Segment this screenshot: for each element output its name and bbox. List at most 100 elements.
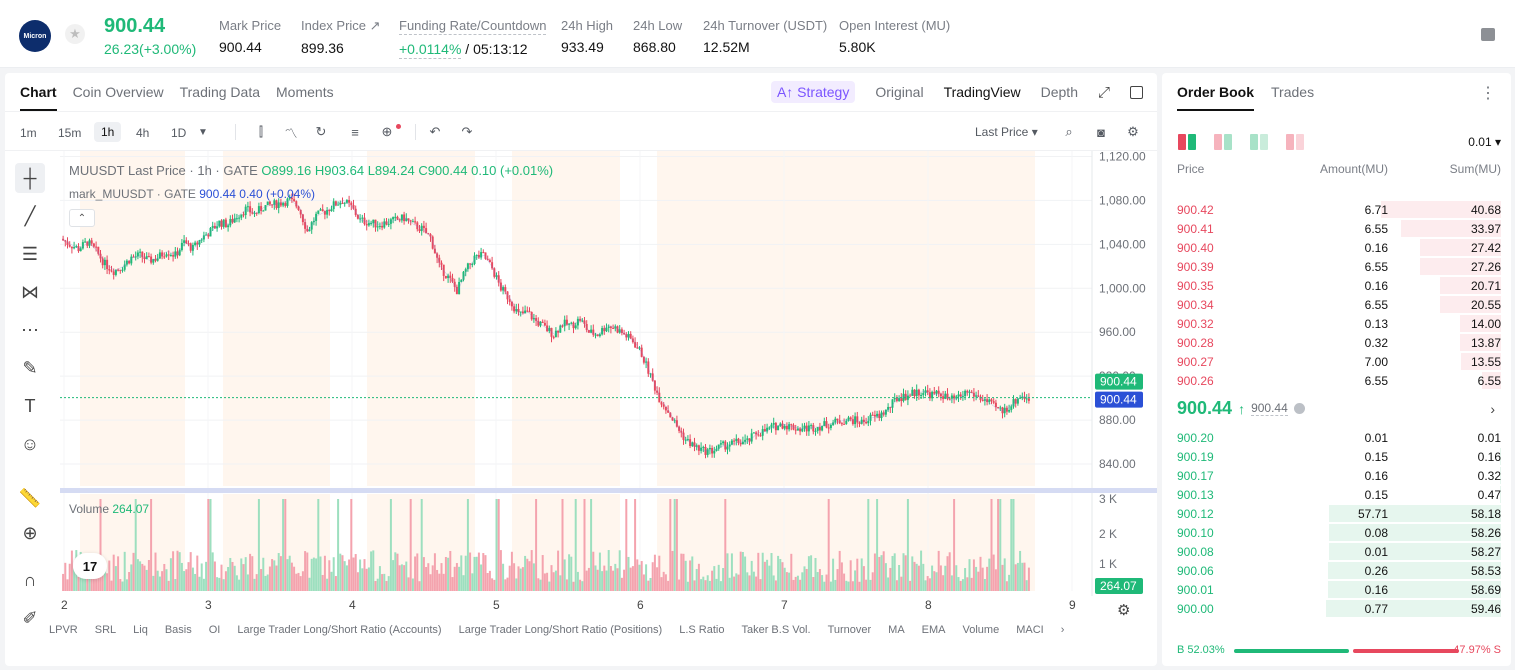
view-tradingview[interactable]: TradingView [943,84,1021,100]
bid-row[interactable]: 900.10 0.08 58.26 [1162,523,1511,542]
bid-row[interactable]: 900.17 0.16 0.32 [1162,466,1511,485]
collapse-legend-button[interactable]: ⌃ [69,209,95,227]
indicator-ema[interactable]: EMA [921,624,946,636]
camera-icon[interactable]: ◙ [1097,124,1105,140]
stat-funding-rate[interactable]: Funding Rate/Countdown +0.0114% / 05:13:… [399,18,547,59]
interval-4h[interactable]: 4h [136,126,150,140]
indicator-oi[interactable]: OI [208,624,221,636]
interval-15m[interactable]: 15m [58,126,82,140]
indicator-basis[interactable]: Basis [164,624,192,636]
ask-row[interactable]: 900.28 0.32 13.87 [1162,333,1511,352]
interval-1d[interactable]: 1D [171,126,187,140]
horizontal-lines-icon[interactable]: ☰ [21,243,39,264]
bid-row[interactable]: 900.13 0.15 0.47 [1162,485,1511,504]
volume-bar [442,573,445,591]
bid-row[interactable]: 900.12 57.71 58.18 [1162,504,1511,523]
bid-row[interactable]: 900.00 0.77 59.46 [1162,599,1511,618]
expand-icon[interactable]: ⤢ [1097,83,1110,101]
brush-icon[interactable]: ✎ [22,357,38,378]
layout-asks-icon[interactable] [1286,134,1304,150]
scroll-right-icon[interactable]: › [1060,624,1065,636]
settings-gear-icon[interactable]: ⚙ [1127,124,1139,139]
ask-row[interactable]: 900.27 7.00 13.55 [1162,352,1511,371]
indicator-maci[interactable]: MACI [1016,624,1044,636]
pattern-icon[interactable]: ⋈ [21,281,39,302]
tab-coin-overview[interactable]: Coin Overview [72,84,164,100]
magnet-icon[interactable]: ∩ [23,569,37,590]
indicator-ma[interactable]: MA [888,624,905,636]
layout-bids-icon[interactable] [1250,134,1268,150]
indicator-large-trader-accounts[interactable]: Large Trader Long/Short Ratio (Accounts) [237,624,442,636]
tab-trading-data[interactable]: Trading Data [179,84,261,100]
indicator-taker-vol[interactable]: Taker B.S Vol. [741,624,811,636]
indicator-turnover[interactable]: Turnover [827,624,872,636]
indicators-icon[interactable]: 〽 [284,125,298,141]
bid-row[interactable]: 900.01 0.16 58.69 [1162,580,1511,599]
price-type-select[interactable]: Last Price ▾ [975,125,1038,139]
tab-order-book[interactable]: Order Book [1177,84,1254,111]
pencil-lock-icon[interactable]: ✐ [22,607,38,628]
more-options-icon[interactable]: ⋮ [1480,85,1496,102]
volume-bar [367,567,370,591]
template-icon[interactable]: ≡ [351,124,359,140]
search-icon[interactable]: ⌕ [1065,124,1073,139]
candle-body [706,449,709,455]
volume-bar [1003,558,1006,591]
candle-body [821,426,824,431]
candle-body [180,242,183,251]
indicator-ls-ratio[interactable]: L.S Ratio [679,624,725,636]
ask-row[interactable]: 900.41 6.55 33.97 [1162,219,1511,238]
bid-row[interactable]: 900.08 0.01 58.27 [1162,542,1511,561]
candle-type-icon[interactable]: ⫿ [258,124,264,139]
ask-row[interactable]: 900.34 6.55 20.55 [1162,295,1511,314]
fib-icon[interactable]: ⋯ [21,319,39,340]
book-icon[interactable] [1481,28,1495,41]
interval-1m[interactable]: 1m [20,126,37,140]
indicator-volume[interactable]: Volume [962,624,1000,636]
tab-trades[interactable]: Trades [1271,84,1315,100]
indicator-lpvr[interactable]: LPVR [49,624,78,636]
tab-chart[interactable]: Chart [20,84,57,111]
mid-price-row[interactable]: 900.44 ↑ 900.44 [1177,398,1305,419]
emoji-icon[interactable]: ☺ [20,433,40,454]
ask-row[interactable]: 900.32 0.13 14.00 [1162,314,1511,333]
bid-row[interactable]: 900.06 0.26 58.53 [1162,561,1511,580]
ask-row[interactable]: 900.40 0.16 27.42 [1162,238,1511,257]
stat-label: Funding Rate/Countdown [399,18,547,35]
indicator-srl[interactable]: SRL [94,624,117,636]
ask-row[interactable]: 900.35 0.16 20.71 [1162,276,1511,295]
crosshair-icon[interactable]: ┼ [15,163,45,193]
chart-settings-icon[interactable]: ⚙ [1117,602,1131,619]
indicator-large-trader-positions[interactable]: Large Trader Long/Short Ratio (Positions… [458,624,663,636]
zoom-in-icon[interactable]: ⊕ [22,522,38,543]
layout-both-icon[interactable] [1178,134,1196,150]
interval-dropdown-icon[interactable]: ▼ [198,126,208,138]
undo-icon[interactable]: ↶ [429,124,441,139]
ask-row[interactable]: 900.26 6.55 6.55 [1162,371,1511,390]
text-icon[interactable]: T [24,395,36,416]
bid-row[interactable]: 900.20 0.01 0.01 [1162,428,1511,447]
ruler-icon[interactable]: 📏 [18,487,42,508]
view-original[interactable]: Original [875,84,924,100]
ask-row[interactable]: 900.39 6.55 27.26 [1162,257,1511,276]
trendline-icon[interactable]: ╱ [24,205,36,226]
redo-icon[interactable]: ↷ [461,124,473,139]
candle-body [966,390,969,393]
strategy-button[interactable]: A↑ Strategy [770,81,856,103]
tradingview-logo[interactable]: 17 [73,553,107,579]
chevron-right-icon[interactable]: › [1490,401,1495,417]
favorite-star-icon[interactable]: ★ [65,24,85,44]
precision-select[interactable]: 0.01 ▾ [1468,135,1501,149]
tab-moments[interactable]: Moments [276,84,334,100]
indicator-liq[interactable]: Liq [133,624,148,636]
view-depth[interactable]: Depth [1040,84,1078,100]
window-icon[interactable] [1130,85,1143,99]
bid-row[interactable]: 900.19 0.15 0.16 [1162,447,1511,466]
layout-split-icon[interactable] [1214,134,1232,150]
price-chart[interactable]: 1,120.00 1,080.00 1,040.00 1,000.00 960.00 9 2… [5,151,1157,666]
stat-index-price[interactable]: Index Price ↗ 899.36 [301,18,381,56]
interval-1h[interactable]: 1h [94,122,122,142]
replay-icon[interactable]: ↻ [315,124,327,139]
ask-row[interactable]: 900.42 6.71 40.68 [1162,200,1511,219]
add-plus-icon[interactable]: ⊕ [381,124,393,139]
